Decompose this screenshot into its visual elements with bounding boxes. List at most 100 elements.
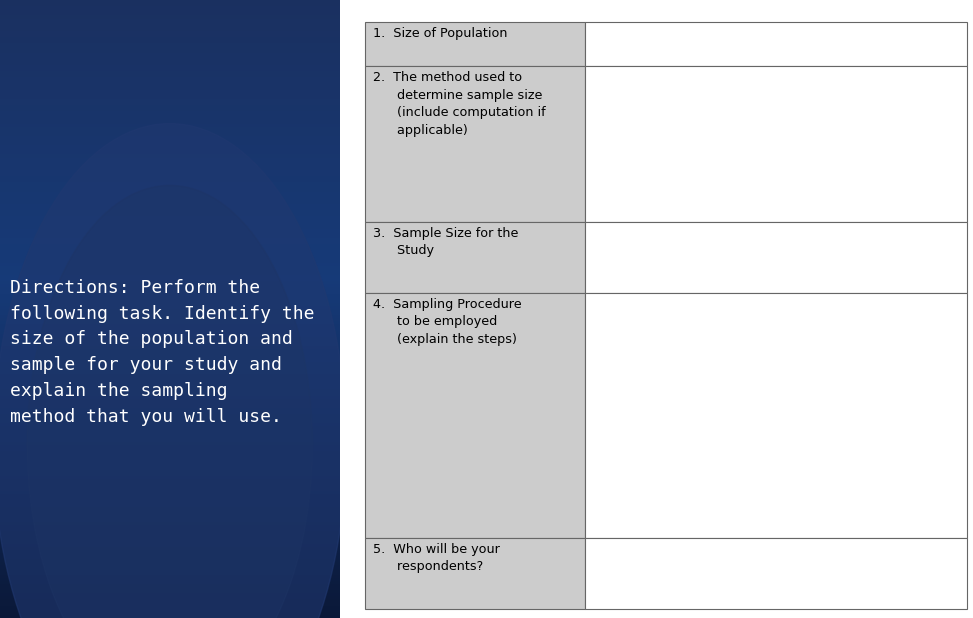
Bar [0,40,340,43]
Bar [0,389,340,392]
Bar [0,547,340,550]
Bar [0,204,340,207]
Bar [0,371,340,374]
Bar [365,22,585,66]
Bar [0,467,340,470]
Bar [0,414,340,417]
Text: Directions: Perform the
following task. Identify the
size of the population and
: Directions: Perform the following task. … [10,279,314,426]
Bar [0,46,340,49]
Bar [0,436,340,439]
Bar [0,260,340,263]
Bar [0,355,340,358]
Bar [0,587,340,590]
Bar [585,293,966,538]
Bar [0,77,340,80]
Bar [0,312,340,315]
Bar [0,222,340,226]
Bar [0,581,340,584]
Bar [0,578,340,581]
Bar [0,284,340,287]
Bar [0,0,340,3]
Bar [0,256,340,260]
Circle shape [0,124,346,618]
Bar [585,66,966,222]
Bar [0,226,340,229]
Bar [0,343,340,346]
Bar [0,158,340,161]
Bar [0,383,340,386]
Bar [0,454,340,457]
Bar [0,491,340,494]
Text: 3.  Sample Size for the
      Study: 3. Sample Size for the Study [373,227,518,257]
Bar [0,501,340,504]
Bar [0,599,340,603]
Bar [0,145,340,148]
Bar [0,290,340,294]
Bar [0,420,340,423]
Bar [0,528,340,531]
Bar [0,148,340,151]
Bar [0,241,340,244]
Bar [0,479,340,482]
Bar [0,559,340,562]
Bar [0,56,340,59]
Bar [0,229,340,232]
Bar [0,219,340,222]
Bar [585,22,966,66]
Bar [0,516,340,519]
Bar [0,331,340,334]
Bar [365,66,585,222]
Bar [585,538,966,609]
Bar [0,522,340,525]
Bar [0,464,340,467]
Bar [0,247,340,250]
Bar [0,306,340,309]
Bar [0,124,340,127]
Bar [0,281,340,284]
Bar [0,544,340,547]
Bar [0,584,340,587]
Bar [0,609,340,612]
Bar [0,340,340,343]
Bar [0,19,340,22]
Text: 1.  Size of Population: 1. Size of Population [373,27,507,40]
Bar [0,337,340,340]
Bar [0,328,340,331]
Bar [0,569,340,572]
Bar [365,538,585,609]
Bar [0,550,340,553]
Bar [0,96,340,99]
Bar [0,59,340,62]
Bar [0,130,340,133]
Bar [0,445,340,448]
Bar [0,482,340,485]
Bar [0,232,340,235]
Bar [0,179,340,182]
Bar [0,504,340,507]
Bar [0,207,340,210]
Bar [0,556,340,559]
Bar [0,12,340,15]
Bar [0,590,340,593]
Bar [0,457,340,460]
Bar [0,127,340,130]
Bar [0,297,340,300]
Bar [0,154,340,158]
Bar [0,139,340,142]
Bar [0,216,340,219]
Bar [0,151,340,154]
Bar [0,28,340,31]
Bar [0,358,340,362]
Bar [0,182,340,185]
Bar [0,538,340,541]
Bar [0,519,340,522]
Bar [0,93,340,96]
Bar [0,6,340,9]
Bar [0,121,340,124]
Bar [0,275,340,278]
Bar [0,324,340,328]
Bar [0,87,340,90]
Bar [0,349,340,352]
Bar [0,606,340,609]
Bar [0,53,340,56]
